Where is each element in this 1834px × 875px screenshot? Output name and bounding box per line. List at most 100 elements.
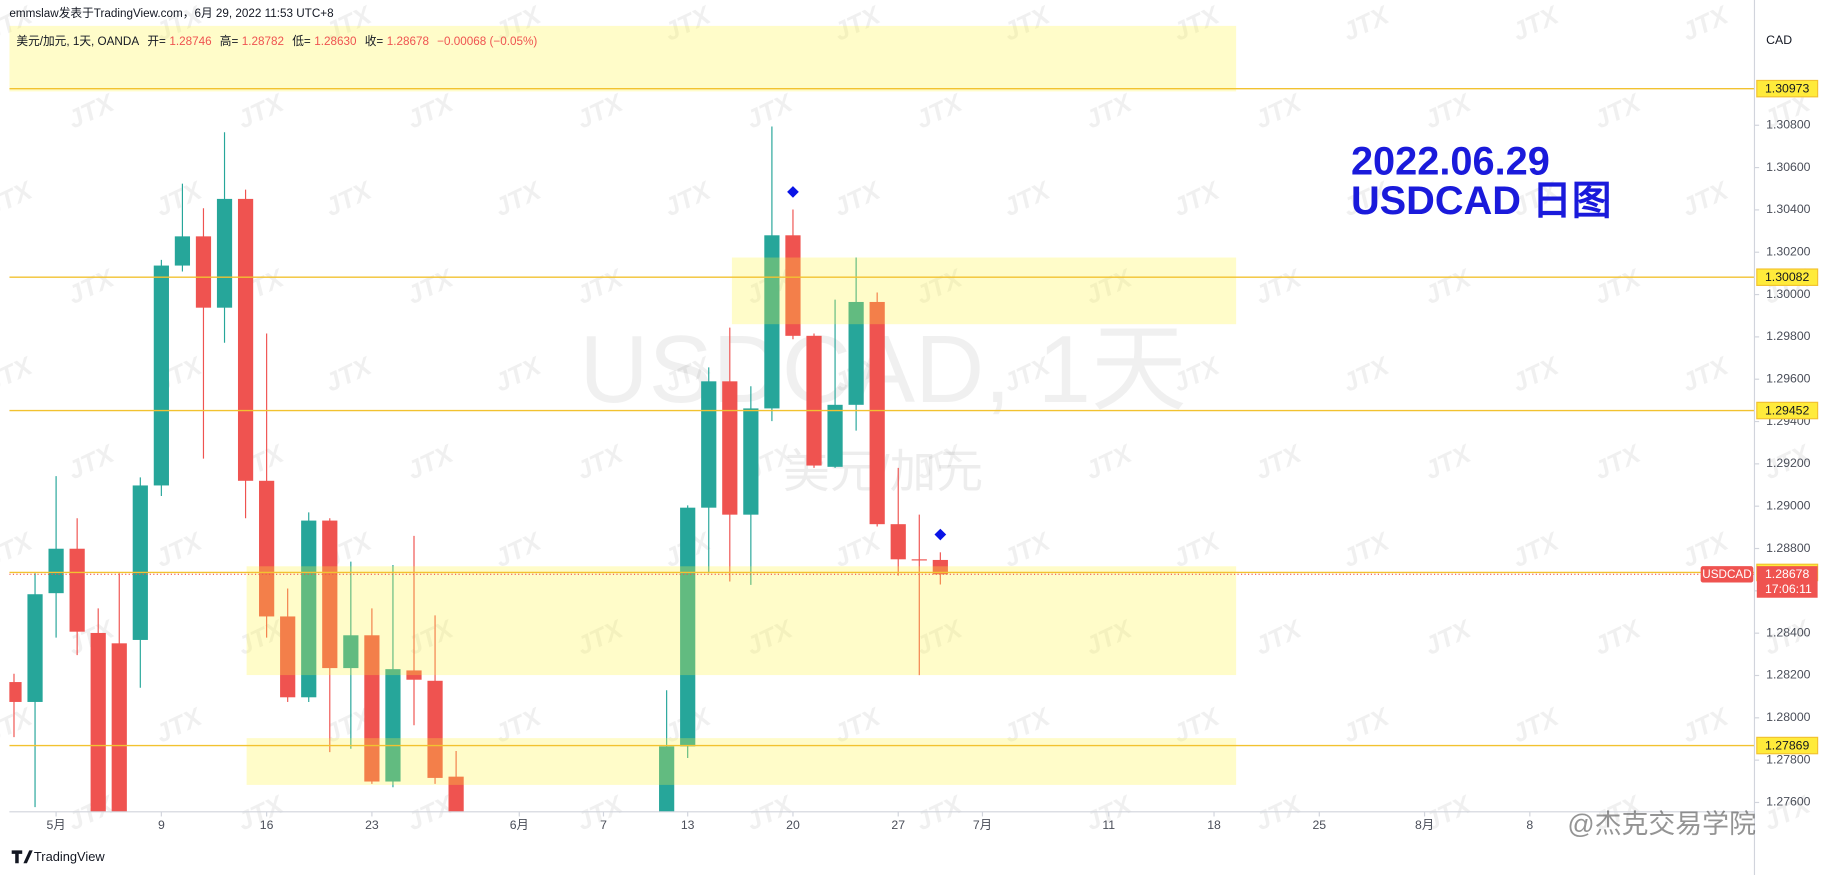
tile-watermark: JTX [403, 264, 459, 310]
price-tag-label: 1.28678 [1765, 567, 1810, 581]
candle-body [280, 616, 296, 698]
tile-watermark: JTX [1590, 615, 1646, 661]
tile-watermark: JTX [1339, 702, 1395, 748]
tile-watermark: JTX [1421, 439, 1477, 485]
x-tick-label: 25 [1312, 818, 1326, 832]
tile-watermark: JTX [0, 527, 38, 573]
candle-body [659, 746, 675, 812]
y-tick-label: 1.30200 [1766, 244, 1811, 258]
signal-marker [787, 186, 799, 198]
legend-label: 收= [365, 34, 384, 48]
tile-watermark: JTX [1251, 615, 1307, 661]
x-tick-label: 7 [600, 818, 607, 832]
tile-watermark: JTX [491, 527, 547, 573]
tile-watermark: JTX [1678, 352, 1734, 398]
tile-watermark: JTX [1251, 88, 1307, 134]
x-tick-label: 20 [786, 818, 800, 832]
legend-value: 1.28746 [169, 35, 211, 48]
candle-body [806, 335, 822, 466]
tile-watermark: JTX [64, 264, 120, 310]
tile-watermark: JTX [830, 176, 886, 222]
y-tick-label: 1.29000 [1766, 498, 1811, 512]
candle-body [237, 198, 254, 481]
tile-watermark: JTX [0, 352, 38, 398]
candle-body [764, 235, 780, 409]
candle-body [216, 198, 233, 308]
ohlc-legend: 美元/加元, 1天, OANDA 开= 1.28746 高= 1.28782 低= 1.28… [16, 34, 537, 48]
publish-header: emmslaw发表于TradingView.com，6月 29, 2022 11… [9, 6, 333, 20]
tile-watermark: JTX [573, 88, 629, 134]
legend-change: −0.00068 (−0.05%) [437, 35, 537, 48]
y-tick-label: 1.29600 [1766, 371, 1811, 385]
candle-body [427, 680, 443, 778]
candle-body [9, 682, 22, 702]
candle-body [48, 548, 64, 594]
y-tick-label: 1.27600 [1766, 795, 1811, 809]
tile-watermark: JTX [1508, 352, 1564, 398]
tile-watermark: JTX [64, 88, 120, 134]
tile-watermark: JTX [1251, 790, 1307, 836]
y-tick-label: 1.30400 [1766, 202, 1811, 216]
y-tick-label: 1.28200 [1766, 668, 1811, 682]
tile-watermark: JTX [912, 790, 968, 836]
countdown-label: 17:06:11 [1765, 582, 1812, 596]
level-tag-label: 1.29452 [1765, 403, 1810, 417]
title-line: 2022.06.29 [1351, 139, 1550, 183]
candle-body [385, 669, 401, 782]
level-tag-label: 1.27869 [1765, 738, 1810, 752]
candle-body [890, 524, 906, 560]
legend-label: 低= [292, 35, 311, 48]
candle-body [448, 776, 464, 812]
zone [731, 257, 1237, 325]
level-tag [1756, 401, 1819, 420]
tile-watermark: JTX [1590, 439, 1646, 485]
candle-body [848, 301, 864, 405]
candle-body [111, 643, 127, 812]
tile-watermark: JTX [0, 702, 38, 748]
x-tick-label: 6月 [510, 818, 529, 832]
title-line: USDCAD 日图 [1351, 179, 1612, 223]
tile-watermark: JTX [64, 439, 120, 485]
zone [246, 566, 1237, 676]
tile-watermark: JTX [1508, 702, 1564, 748]
footer-brand: TradingView [34, 849, 105, 864]
candle-body [680, 507, 696, 747]
tile-watermark: JTX [1508, 527, 1564, 573]
y-tick-label: 1.28400 [1766, 625, 1811, 639]
tile-watermark: JTX [491, 176, 547, 222]
candle-body [174, 236, 191, 266]
x-tick-label: 5月 [47, 818, 66, 832]
candle-body [701, 381, 717, 508]
tile-watermark: JTX [573, 439, 629, 485]
tile-watermark: JTX [1169, 176, 1225, 222]
x-tick-label: 18 [1207, 818, 1221, 832]
tile-watermark: JTX [1590, 264, 1646, 310]
tile-watermark: JTX [1081, 88, 1137, 134]
tile-watermark: JTX [660, 176, 716, 222]
candle-body [69, 548, 85, 632]
candle-body [869, 301, 885, 525]
y-tick-label: 1.30800 [1766, 118, 1811, 132]
tile-watermark: JTX [1081, 439, 1137, 485]
tile-watermark: JTX [151, 176, 207, 222]
level-tag [1756, 736, 1819, 755]
tile-watermark: JTX [403, 439, 459, 485]
y-tick-label: 1.29800 [1766, 329, 1811, 343]
plot-area [9, 25, 1755, 812]
tile-watermark: JTX [1421, 264, 1477, 310]
tile-watermark: JTX [233, 88, 289, 134]
tile-watermark: JTX [573, 264, 629, 310]
tile-watermark: JTX [0, 176, 38, 222]
tile-watermark: JTX [1251, 439, 1307, 485]
candle-body [932, 559, 948, 575]
legend-value: 1.28678 [387, 35, 429, 48]
legend-symbol: 美元/加元, 1天, OANDA [16, 34, 139, 48]
currency-label: CAD [1766, 33, 1792, 47]
tile-watermark: JTX [1678, 176, 1734, 222]
tile-watermark: JTX [1339, 352, 1395, 398]
candle-body [406, 670, 422, 680]
tile-watermark: JTX [151, 527, 207, 573]
tile-watermark: JTX [742, 88, 798, 134]
tile-watermark: JTX [1339, 1, 1395, 47]
